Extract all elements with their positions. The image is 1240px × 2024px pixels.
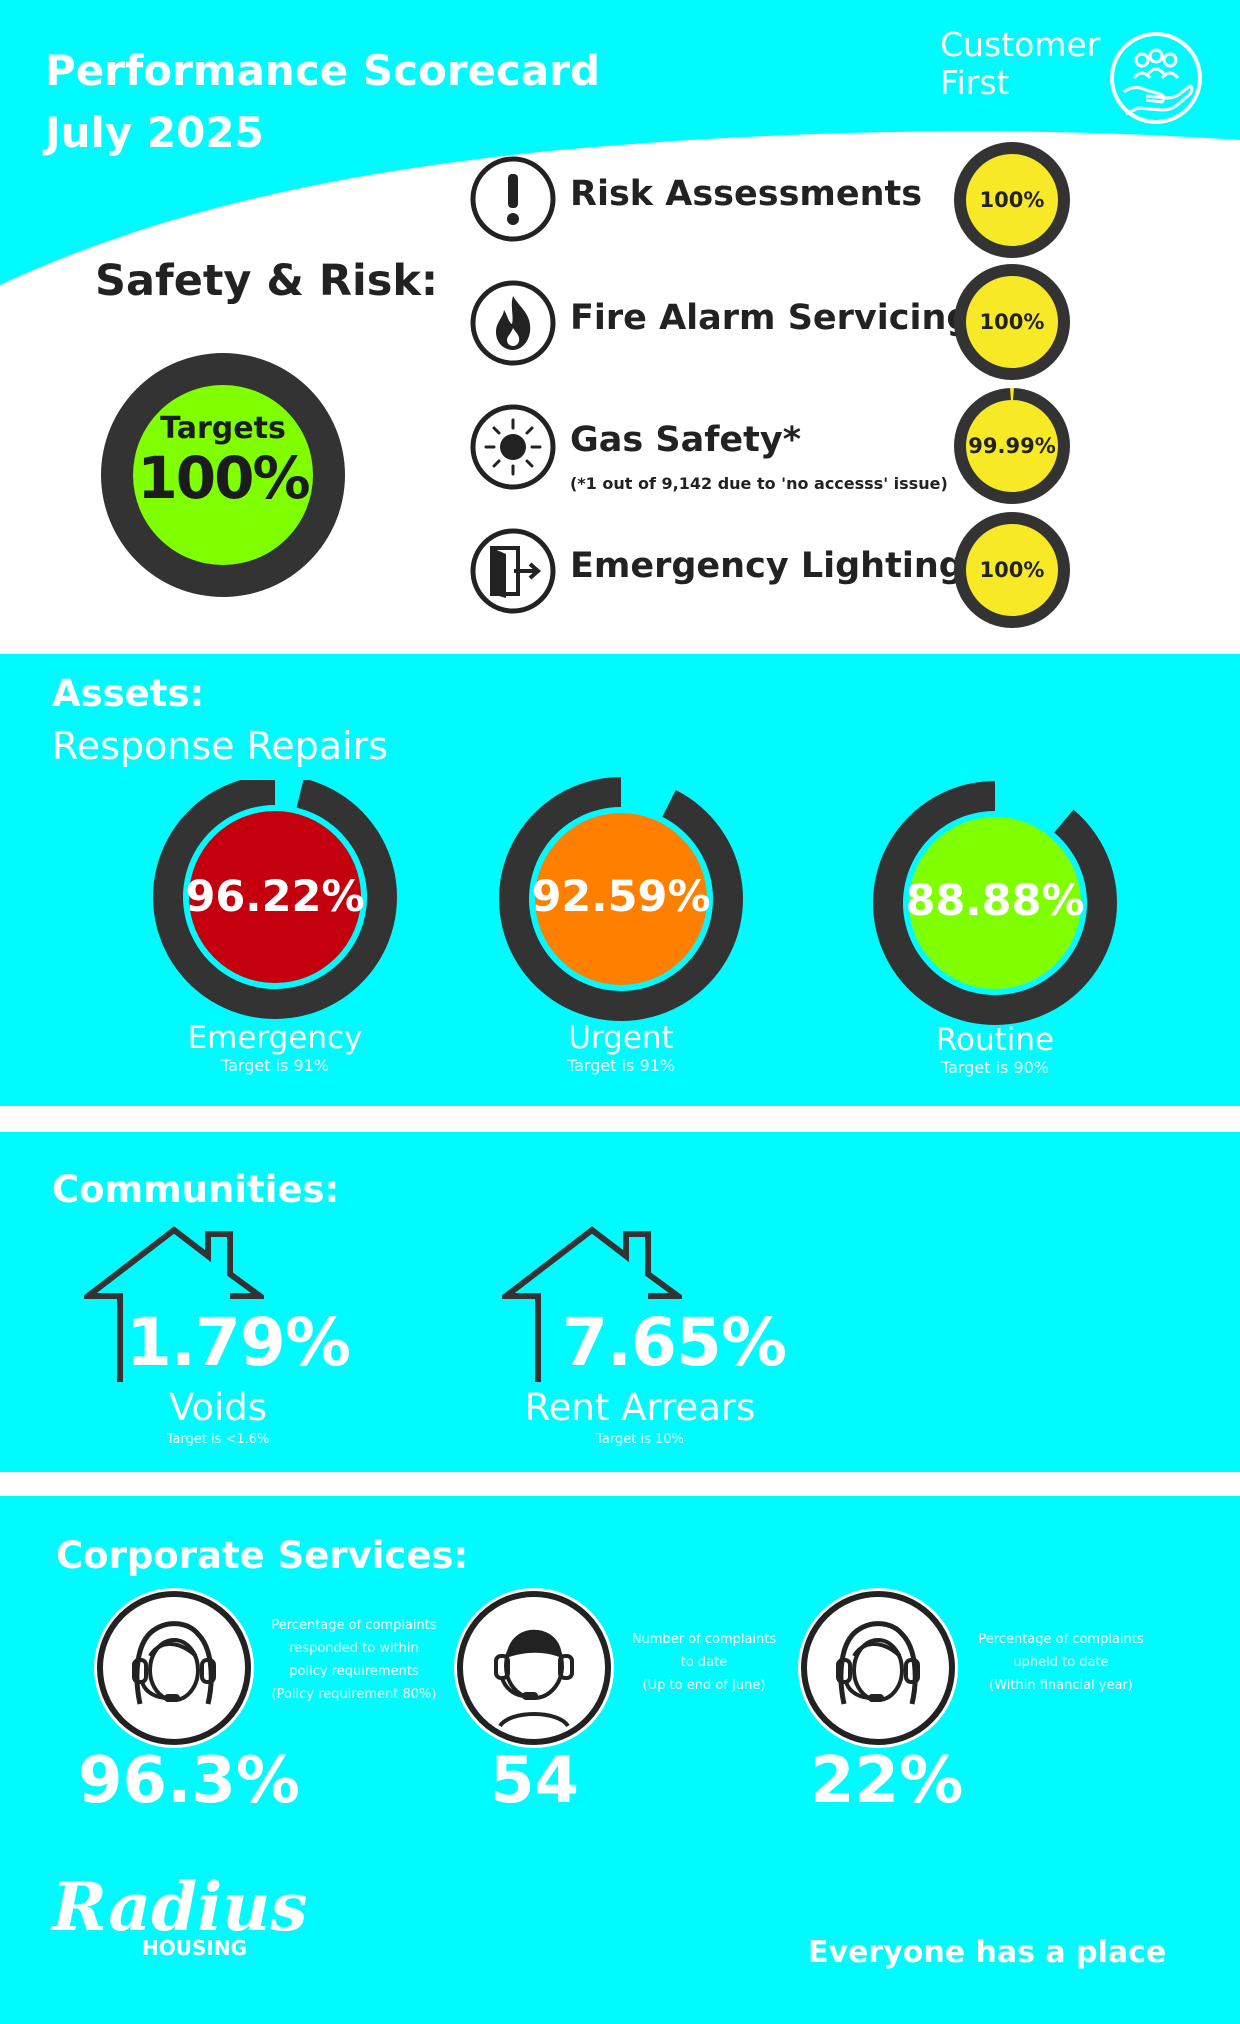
desc-line: responded to within xyxy=(289,1641,419,1656)
sun-icon xyxy=(470,404,556,490)
status-circle-emergency-lighting: 100% xyxy=(952,510,1072,634)
targets-gauge xyxy=(101,353,345,597)
risk-label: Fire Alarm Servicing xyxy=(570,298,972,338)
urgent-value: 92.59% xyxy=(531,872,711,922)
status-circle-risk-assessments: 100% xyxy=(952,140,1072,264)
desc-line: to date xyxy=(680,1655,728,1670)
tagline: Everyone has a place xyxy=(808,1935,1167,1970)
headset-agent-icon xyxy=(94,1588,254,1748)
status-circle-gas-safety: 99.99% xyxy=(952,386,1072,510)
gas-safety-footnote: (*1 out of 9,142 due to 'no accesss' iss… xyxy=(570,474,948,493)
rent-arrears-value: 7.65% xyxy=(562,1304,787,1381)
headset-agent-icon xyxy=(798,1588,958,1748)
status-value: 100% xyxy=(979,188,1045,212)
complaints-count-description: Number of complaints to date (Up to end … xyxy=(614,1628,794,1697)
safety-heading: Safety & Risk: xyxy=(95,256,439,306)
desc-line: (Up to end of June) xyxy=(642,1678,766,1693)
house-icon xyxy=(84,1226,264,1382)
risk-row-emergency-lighting: Emergency Lighting xyxy=(470,528,964,618)
complaints-responded-description: Percentage of complaints responded to wi… xyxy=(252,1614,456,1706)
routine-value: 88.88% xyxy=(905,876,1085,926)
urgent-label: Urgent xyxy=(568,1020,674,1056)
targets-summary: Targets 100% xyxy=(100,411,346,512)
assets-subheading: Response Repairs xyxy=(52,724,389,768)
status-value: 100% xyxy=(979,558,1045,582)
rent-arrears-label: Rent Arrears xyxy=(524,1386,756,1429)
desc-line: policy requirements xyxy=(289,1664,419,1679)
donut-emergency xyxy=(153,780,397,1019)
corporate-heading: Corporate Services: xyxy=(56,1534,469,1577)
donut-urgent xyxy=(499,777,743,1021)
badge-line-2: First xyxy=(940,63,1010,102)
communities-heading: Communities: xyxy=(52,1168,340,1211)
hand-with-people-icon xyxy=(1110,32,1202,124)
voids-label: Voids xyxy=(168,1386,268,1429)
assets-heading: Assets: xyxy=(52,672,205,715)
exit-door-icon xyxy=(470,528,556,614)
badge-line-1: Customer xyxy=(940,25,1101,64)
status-value: 99.99% xyxy=(968,434,1056,458)
title-line-1: Performance Scorecard xyxy=(45,46,601,95)
desc-line: (Policy requirement 80%) xyxy=(271,1687,437,1702)
status-value: 100% xyxy=(979,310,1045,334)
communities-section xyxy=(0,1132,1240,1472)
targets-value: 100% xyxy=(137,444,310,512)
header-wave-background xyxy=(0,0,1240,285)
flame-icon xyxy=(470,280,556,366)
rent-arrears-target: Target is 10% xyxy=(596,1432,684,1447)
center-disc xyxy=(909,817,1081,989)
risk-label: Gas Safety* xyxy=(570,420,802,460)
emergency-value: 96.22% xyxy=(185,872,365,922)
risk-label: Emergency Lighting xyxy=(570,546,964,586)
house-icon xyxy=(502,1226,682,1382)
routine-target: Target is 90% xyxy=(940,1058,1049,1077)
customer-first-badge: Customer First xyxy=(940,26,1100,102)
headset-agent-icon xyxy=(454,1588,614,1748)
risk-row-gas-safety: Gas Safety* (*1 out of 9,142 due to 'no … xyxy=(470,404,948,494)
title-line-2: July 2025 xyxy=(45,108,264,157)
desc-line: Percentage of complaints xyxy=(271,1618,437,1633)
logo-wordmark: Radius xyxy=(52,1868,308,1946)
emergency-target: Target is 91% xyxy=(220,1056,329,1075)
complaints-upheld-description: Percentage of complaints upheld to date … xyxy=(956,1628,1166,1697)
corporate-section xyxy=(0,1496,1240,2024)
targets-label: Targets xyxy=(160,411,286,446)
emergency-label: Emergency xyxy=(187,1020,363,1056)
risk-row-risk-assessments: Risk Assessments xyxy=(470,156,922,246)
donut-routine xyxy=(873,781,1117,1025)
desc-line: upheld to date xyxy=(1013,1655,1109,1670)
center-disc xyxy=(189,811,361,983)
routine-label: Routine xyxy=(935,1022,1055,1058)
risk-row-fire-alarm: Fire Alarm Servicing xyxy=(470,280,971,370)
desc-line: Percentage of complaints xyxy=(978,1632,1144,1647)
logo-subtitle: HOUSING xyxy=(142,1936,247,1960)
desc-line: (Within financial year) xyxy=(989,1678,1133,1693)
voids-value: 1.79% xyxy=(126,1304,351,1381)
voids-target: Target is <1.6% xyxy=(166,1432,270,1447)
page-title: Performance Scorecard July 2025 xyxy=(45,40,600,164)
desc-line: Number of complaints xyxy=(631,1632,777,1647)
status-circle-fire-alarm: 100% xyxy=(952,262,1072,386)
center-disc xyxy=(535,813,707,985)
complaints-responded-value: 96.3% xyxy=(78,1744,301,1818)
risk-label: Risk Assessments xyxy=(570,174,923,214)
exclamation-icon xyxy=(470,156,556,242)
complaints-upheld-value: 22% xyxy=(810,1744,964,1818)
complaints-count-value: 54 xyxy=(490,1744,580,1818)
radius-housing-logo: Radius HOUSING xyxy=(52,1872,308,1960)
urgent-target: Target is 91% xyxy=(566,1056,675,1075)
